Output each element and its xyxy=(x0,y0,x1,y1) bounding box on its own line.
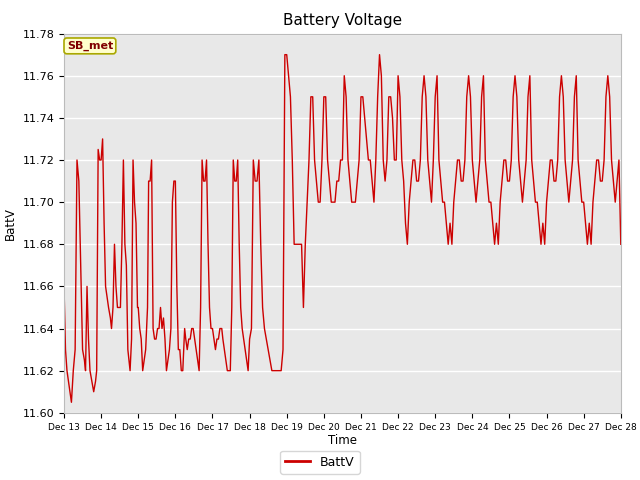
X-axis label: Time: Time xyxy=(328,434,357,447)
Title: Battery Voltage: Battery Voltage xyxy=(283,13,402,28)
Text: SB_met: SB_met xyxy=(67,41,113,51)
Y-axis label: BattV: BattV xyxy=(4,207,17,240)
Legend: BattV: BattV xyxy=(280,451,360,474)
